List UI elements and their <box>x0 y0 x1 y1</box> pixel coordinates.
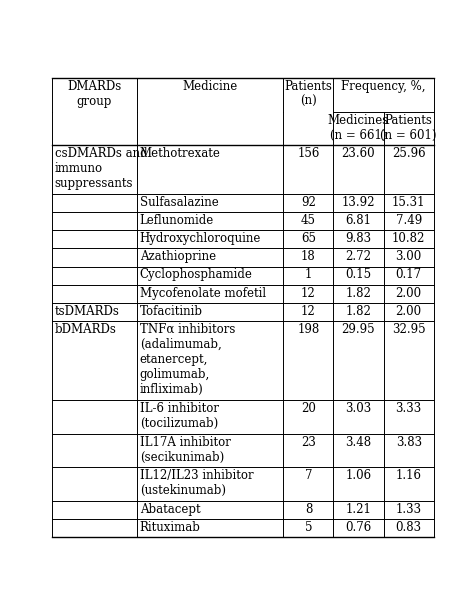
Text: 12: 12 <box>301 305 316 317</box>
Text: 8: 8 <box>305 503 312 516</box>
Text: 1.82: 1.82 <box>346 305 372 317</box>
Text: 1.21: 1.21 <box>346 503 372 516</box>
Text: 3.48: 3.48 <box>346 436 372 449</box>
Text: 29.95: 29.95 <box>342 323 375 336</box>
Text: 0.83: 0.83 <box>396 521 422 534</box>
Text: Methotrexate: Methotrexate <box>140 147 220 160</box>
Text: 2.72: 2.72 <box>346 251 372 263</box>
Text: 32.95: 32.95 <box>392 323 426 336</box>
Text: 9.83: 9.83 <box>346 232 372 245</box>
Text: 3.83: 3.83 <box>396 436 422 449</box>
Text: 45: 45 <box>301 214 316 227</box>
Text: Leflunomide: Leflunomide <box>140 214 214 227</box>
Text: 23: 23 <box>301 436 316 449</box>
Text: Frequency, %,: Frequency, %, <box>341 80 426 93</box>
Text: 3.00: 3.00 <box>396 251 422 263</box>
Text: 1.33: 1.33 <box>396 503 422 516</box>
Text: Hydroxychloroquine: Hydroxychloroquine <box>140 232 261 245</box>
Text: Medicine: Medicine <box>182 80 237 93</box>
Text: 1: 1 <box>305 268 312 281</box>
Text: 0.17: 0.17 <box>396 268 422 281</box>
Text: tsDMARDs: tsDMARDs <box>55 305 120 317</box>
Text: 5: 5 <box>305 521 312 534</box>
Text: 1.06: 1.06 <box>346 469 372 482</box>
Text: 23.60: 23.60 <box>342 147 375 160</box>
Text: 20: 20 <box>301 402 316 415</box>
Text: 7.49: 7.49 <box>396 214 422 227</box>
Text: 2.00: 2.00 <box>396 287 422 300</box>
Text: 3.33: 3.33 <box>396 402 422 415</box>
Text: TNFα inhibitors
(adalimumab,
etanercept,
golimumab,
infliximab): TNFα inhibitors (adalimumab, etanercept,… <box>140 323 235 396</box>
Text: 1.82: 1.82 <box>346 287 372 300</box>
Text: IL12/IL23 inhibitor
(ustekinumab): IL12/IL23 inhibitor (ustekinumab) <box>140 469 253 497</box>
Text: Sulfasalazine: Sulfasalazine <box>140 196 219 209</box>
Text: 92: 92 <box>301 196 316 209</box>
Text: Tofacitinib: Tofacitinib <box>140 305 203 317</box>
Text: Medicines
(n = 661): Medicines (n = 661) <box>328 114 389 142</box>
Text: 0.76: 0.76 <box>346 521 372 534</box>
Text: IL17A inhibitor
(secikunimab): IL17A inhibitor (secikunimab) <box>140 436 230 464</box>
Text: 1.16: 1.16 <box>396 469 422 482</box>
Text: csDMARDs and
immuno
suppressants: csDMARDs and immuno suppressants <box>55 147 147 190</box>
Text: 18: 18 <box>301 251 316 263</box>
Text: bDMARDs: bDMARDs <box>55 323 117 336</box>
Text: DMARDs
group: DMARDs group <box>67 80 121 108</box>
Text: 156: 156 <box>297 147 319 160</box>
Text: Azathioprine: Azathioprine <box>140 251 216 263</box>
Text: 198: 198 <box>297 323 319 336</box>
Text: Patients
(n = 601): Patients (n = 601) <box>381 114 437 142</box>
Text: 0.15: 0.15 <box>346 268 372 281</box>
Text: Patients
(n): Patients (n) <box>284 80 332 108</box>
Text: 15.31: 15.31 <box>392 196 426 209</box>
Text: 13.92: 13.92 <box>342 196 375 209</box>
Text: Abatacept: Abatacept <box>140 503 201 516</box>
Text: 3.03: 3.03 <box>346 402 372 415</box>
Text: Rituximab: Rituximab <box>140 521 201 534</box>
Text: 65: 65 <box>301 232 316 245</box>
Text: 25.96: 25.96 <box>392 147 426 160</box>
Text: 2.00: 2.00 <box>396 305 422 317</box>
Text: 10.82: 10.82 <box>392 232 426 245</box>
Text: Mycofenolate mofetil: Mycofenolate mofetil <box>140 287 266 300</box>
Text: Cyclophosphamide: Cyclophosphamide <box>140 268 253 281</box>
Text: 6.81: 6.81 <box>346 214 372 227</box>
Text: IL-6 inhibitor
(tocilizumab): IL-6 inhibitor (tocilizumab) <box>140 402 219 430</box>
Text: 12: 12 <box>301 287 316 300</box>
Text: 7: 7 <box>305 469 312 482</box>
